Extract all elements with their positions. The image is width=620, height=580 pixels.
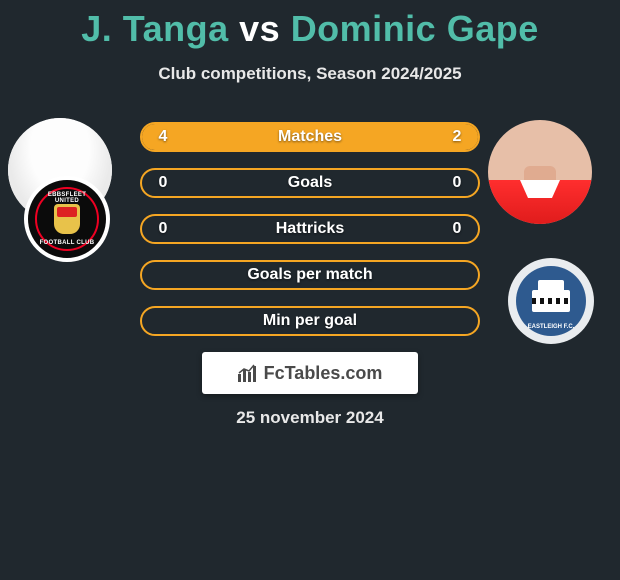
stats-panel: 42Matches 00Goals 00Hattricks Goals per mat… (140, 122, 480, 352)
stat-label: Min per goal (142, 308, 478, 334)
stat-label: Matches (142, 124, 478, 150)
player1-name: J. Tanga (81, 8, 228, 49)
date-text: 25 november 2024 (0, 408, 620, 428)
club1-name-bottom: FOOTBALL CLUB (37, 240, 97, 246)
page-title: J. Tanga vs Dominic Gape (0, 0, 620, 50)
chart-icon (238, 364, 258, 382)
stat-label: Goals per match (142, 262, 478, 288)
stat-row: 00Goals (140, 168, 480, 198)
club2-name: EASTLEIGH F.C. (516, 324, 586, 330)
vs-text: vs (239, 8, 280, 49)
club1-logo: EBBSFLEET UNITED FOOTBALL CLUB (24, 176, 110, 262)
stat-row: Goals per match (140, 260, 480, 290)
stat-row: 42Matches (140, 122, 480, 152)
player2-name: Dominic Gape (291, 8, 539, 49)
stat-label: Hattricks (142, 216, 478, 242)
stat-row: Min per goal (140, 306, 480, 336)
club2-logo: EASTLEIGH F.C. (508, 258, 594, 344)
brand-text: FcTables.com (264, 363, 383, 384)
stat-row: 00Hattricks (140, 214, 480, 244)
brand-box[interactable]: FcTables.com (202, 352, 418, 394)
subtitle: Club competitions, Season 2024/2025 (0, 64, 620, 84)
club1-name-top: EBBSFLEET UNITED (37, 192, 97, 204)
player2-photo (488, 120, 592, 224)
stat-label: Goals (142, 170, 478, 196)
